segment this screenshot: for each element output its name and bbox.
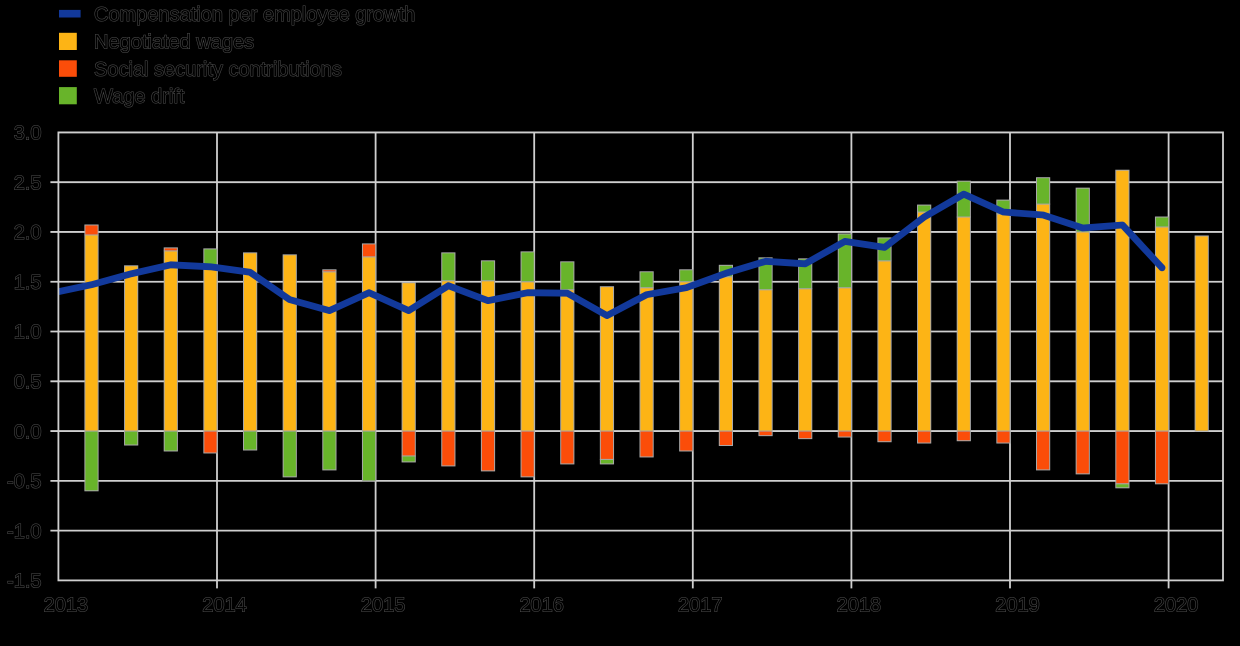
svg-text:2015: 2015 [361,595,406,617]
svg-text:2018: 2018 [837,595,882,617]
svg-text:Negotiated wages: Negotiated wages [94,32,254,54]
svg-text:2.5: 2.5 [14,172,42,194]
svg-text:3.0: 3.0 [14,123,42,145]
svg-text:-0.5: -0.5 [7,471,41,493]
svg-text:2.0: 2.0 [14,222,42,244]
svg-text:2020: 2020 [1154,595,1199,617]
svg-text:2016: 2016 [519,595,564,617]
svg-text:2013: 2013 [44,595,89,617]
svg-text:Wage drift: Wage drift [94,86,185,108]
svg-text:2017: 2017 [678,595,723,617]
svg-text:0.5: 0.5 [14,372,42,394]
svg-text:Social security contributions: Social security contributions [94,59,342,81]
svg-text:-1.5: -1.5 [7,571,41,593]
svg-text:2014: 2014 [202,595,247,617]
svg-text:0.0: 0.0 [14,421,42,443]
svg-text:Compensation per employee grow: Compensation per employee growth [94,4,415,26]
svg-text:1.0: 1.0 [14,322,42,344]
svg-text:2019: 2019 [995,595,1040,617]
svg-text:1.5: 1.5 [14,272,42,294]
svg-text:-1.0: -1.0 [7,521,41,543]
